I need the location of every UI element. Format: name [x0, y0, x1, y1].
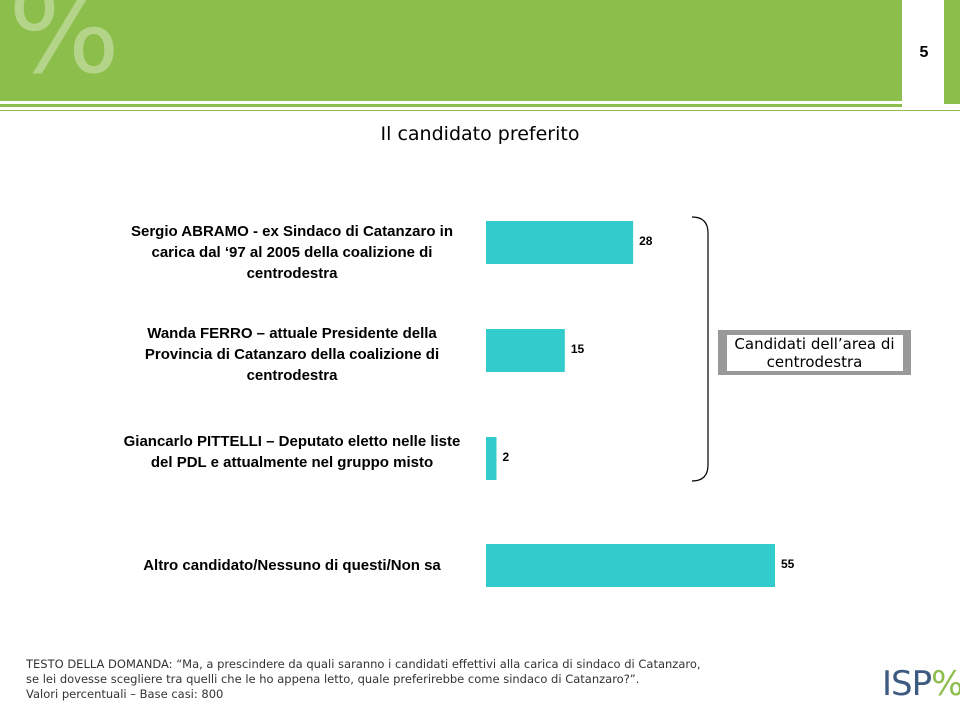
footer-note: TESTO DELLA DOMANDA: “Ma, a prescindere … — [26, 657, 846, 702]
category-label-ferro: Wanda FERRO – attuale Presidente della P… — [144, 325, 440, 384]
group-annotation-label: Candidati dell’area di centrodestra — [726, 334, 903, 371]
group-bracket — [691, 216, 709, 482]
header-divider-thin — [0, 110, 960, 111]
footer-base-line: Valori percentuali – Base casi: 800 — [26, 687, 224, 701]
category-label-pittelli: Giancarlo PITTELLI – Deputato eletto nel… — [123, 433, 461, 471]
value-label-altro: 55 — [781, 557, 795, 571]
value-label-abramo: 28 — [639, 234, 653, 248]
value-label-ferro: 15 — [571, 342, 585, 356]
ispo-logo: ISP% — [882, 667, 960, 701]
logo-text: ISP — [882, 664, 932, 704]
value-label-pittelli: 2 — [503, 450, 510, 464]
header-band — [0, 0, 902, 101]
logo-percent-icon: % — [931, 664, 960, 704]
percent-watermark-icon: % — [8, 0, 121, 100]
header-right-band — [944, 0, 960, 104]
group-annotation-box: Candidati dell’area di centrodestra — [718, 330, 911, 375]
footer-question-line2: se lei dovesse scegliere tra quelli che … — [26, 672, 640, 686]
bar-ferro — [486, 329, 565, 372]
header-divider — [0, 104, 902, 107]
bar-pittelli — [486, 437, 497, 480]
category-label-altro: Altro candidato/Nessuno di questi/Non sa — [143, 557, 441, 574]
chart-title: Il candidato preferito — [380, 123, 580, 145]
bar-abramo — [486, 221, 634, 264]
bar-altro — [486, 544, 775, 587]
page-number: 5 — [919, 44, 929, 61]
category-label-abramo: Sergio ABRAMO - ex Sindaco di Catanzaro … — [131, 223, 453, 282]
footer-question-line1: TESTO DELLA DOMANDA: “Ma, a prescindere … — [26, 657, 701, 671]
